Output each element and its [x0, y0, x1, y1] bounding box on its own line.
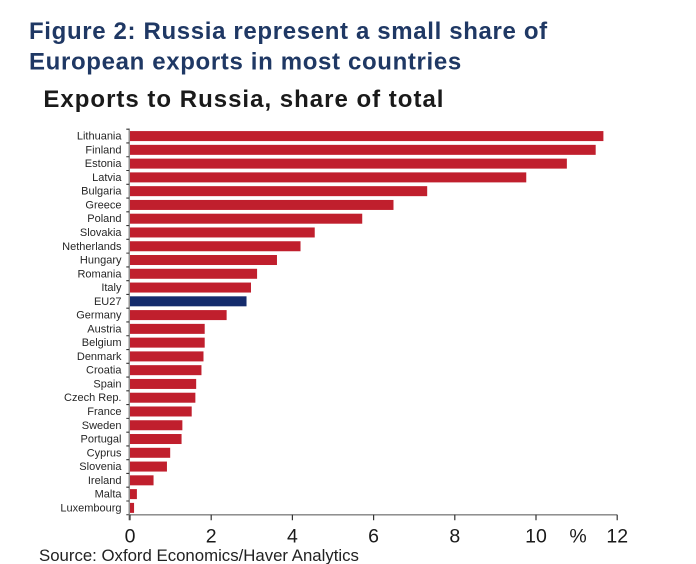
svg-text:Belgium: Belgium [82, 337, 122, 349]
svg-text:Malta: Malta [95, 489, 123, 501]
svg-text:Poland: Poland [87, 213, 121, 225]
svg-text:Estonia: Estonia [85, 158, 123, 170]
svg-text:Slovenia: Slovenia [79, 461, 122, 473]
svg-text:Figure 2: Russia represent a s: Figure 2: Russia represent a small share… [29, 18, 548, 45]
svg-text:Spain: Spain [93, 378, 121, 390]
svg-text:8: 8 [449, 526, 460, 548]
svg-text:Cyprus: Cyprus [87, 447, 122, 459]
svg-text:France: France [87, 406, 121, 418]
svg-text:Lithuania: Lithuania [77, 131, 123, 143]
svg-text:12: 12 [606, 526, 628, 548]
svg-text:EU27: EU27 [94, 296, 122, 308]
svg-text:%: % [569, 526, 586, 548]
svg-text:2: 2 [206, 526, 217, 548]
svg-text:0: 0 [125, 526, 136, 548]
svg-text:Italy: Italy [101, 282, 122, 294]
svg-text:Germany: Germany [76, 310, 122, 322]
svg-text:Source: Oxford Economics/Haver: Source: Oxford Economics/Haver Analytics [39, 546, 359, 564]
svg-text:Croatia: Croatia [86, 365, 122, 377]
svg-text:Austria: Austria [87, 323, 122, 335]
svg-text:6: 6 [368, 526, 379, 548]
svg-text:Exports to Russia, share of to: Exports to Russia, share of total [43, 86, 444, 113]
svg-text:European exports in most count: European exports in most countries [29, 49, 462, 76]
svg-text:Sweden: Sweden [82, 420, 122, 432]
svg-text:Greece: Greece [85, 199, 121, 211]
svg-text:Denmark: Denmark [77, 351, 122, 363]
svg-text:Slovakia: Slovakia [80, 227, 122, 239]
svg-text:10: 10 [525, 526, 547, 548]
svg-text:Ireland: Ireland [88, 475, 122, 487]
svg-text:Hungary: Hungary [80, 255, 122, 267]
svg-text:Luxembourg: Luxembourg [60, 502, 121, 514]
svg-text:Czech Rep.: Czech Rep. [64, 392, 121, 404]
svg-text:4: 4 [287, 526, 298, 548]
svg-text:Netherlands: Netherlands [62, 241, 122, 253]
svg-text:Portugal: Portugal [81, 434, 122, 446]
svg-text:Romania: Romania [77, 268, 122, 280]
svg-text:Latvia: Latvia [92, 172, 122, 184]
svg-text:Bulgaria: Bulgaria [81, 186, 122, 198]
svg-text:Finland: Finland [85, 144, 121, 156]
